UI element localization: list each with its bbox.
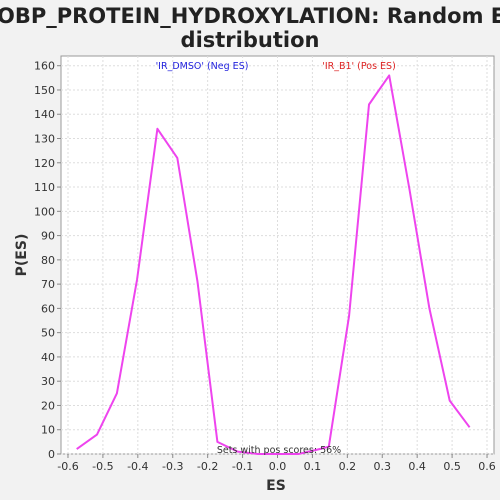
y-tick-label: 70 <box>41 278 55 291</box>
x-tick-label: 0.0 <box>269 460 287 473</box>
x-tick-label: 0.2 <box>339 460 357 473</box>
es-distribution-line <box>76 74 471 455</box>
x-tick-label: -0.1 <box>232 460 253 473</box>
x-tick-label: 0.6 <box>478 460 496 473</box>
x-tick-label: -0.2 <box>197 460 218 473</box>
x-tick-label: -0.4 <box>127 460 148 473</box>
pos-scores-note: Sets with pos scores: 56% <box>217 445 341 456</box>
y-tick-label: 30 <box>41 375 55 388</box>
y-tick-label: 40 <box>41 351 55 364</box>
x-tick-label: -0.6 <box>57 460 78 473</box>
y-tick-label: 0 <box>48 448 55 461</box>
y-tick-label: 80 <box>41 254 55 267</box>
axis-ticks <box>57 65 488 458</box>
plot-area <box>60 55 495 455</box>
x-tick-label: 0.1 <box>304 460 322 473</box>
x-tick-label: 0.4 <box>408 460 426 473</box>
y-tick-label: 110 <box>34 181 55 194</box>
grid-lines <box>61 56 494 455</box>
x-tick-label: 0.3 <box>374 460 392 473</box>
series-layer <box>76 74 471 455</box>
y-tick-label: 20 <box>41 399 55 412</box>
x-tick-label: -0.5 <box>92 460 113 473</box>
chart-title-line-2: distribution <box>181 28 320 52</box>
y-tick-label: 120 <box>34 157 55 170</box>
y-tick-labels: 0 10 20 30 40 50 60 70 80 90 100 110 120 130 140 150 160 <box>34 60 55 461</box>
chart-title-line-1: GOBP_PROTEIN_HYDROXYLATION: Random ES <box>0 4 500 28</box>
x-tick-labels: -0.6 -0.5 -0.4 -0.3 -0.2 -0.1 0.0 0.1 0.2 0.3 0.4 0… <box>57 460 496 473</box>
y-tick-label: 150 <box>34 84 55 97</box>
y-tick-label: 130 <box>34 133 55 146</box>
y-axis-label: P(ES) <box>14 234 30 277</box>
y-tick-label: 10 <box>41 424 55 437</box>
x-tick-label: 0.5 <box>443 460 461 473</box>
y-tick-label: 140 <box>34 108 55 121</box>
y-tick-label: 100 <box>34 205 55 218</box>
y-tick-label: 50 <box>41 327 55 340</box>
x-tick-label: -0.3 <box>162 460 183 473</box>
pos-es-label: 'IR_B1' (Pos ES) <box>322 61 396 72</box>
y-tick-label: 60 <box>41 302 55 315</box>
y-tick-label: 160 <box>34 60 55 73</box>
neg-es-label: 'IR_DMSO' (Neg ES) <box>156 61 249 72</box>
y-tick-label: 90 <box>41 230 55 243</box>
x-axis-label: ES <box>266 478 286 494</box>
